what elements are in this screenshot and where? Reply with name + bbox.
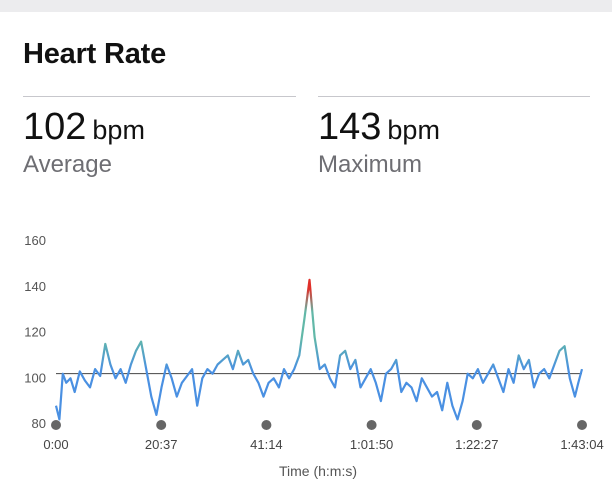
average-divider (23, 96, 296, 97)
x-tick-label: 0:00 (43, 437, 68, 452)
x-tick-marker (366, 420, 377, 430)
x-tick-marker (156, 420, 167, 430)
average-value: 102 bpm (23, 106, 145, 149)
y-tick-label: 80 (32, 416, 46, 431)
card-title: Heart Rate (23, 38, 167, 70)
average-label: Average (23, 151, 112, 178)
maximum-number: 143 (318, 106, 382, 148)
y-tick-label: 140 (24, 279, 46, 294)
x-tick-label: 1:22:27 (455, 437, 498, 452)
maximum-label: Maximum (318, 151, 423, 178)
maximum-unit: bpm (387, 115, 440, 145)
x-tick-marker (51, 420, 61, 430)
average-unit: bpm (92, 115, 145, 145)
heart-rate-series-line (54, 278, 584, 421)
x-tick-marker (471, 420, 482, 430)
x-tick-label: 1:01:50 (350, 437, 393, 452)
y-tick-label: 100 (24, 370, 46, 385)
x-tick-label: 20:37 (145, 437, 178, 452)
average-stat: 102 bpm Average (23, 96, 296, 178)
maximum-value: 143 bpm (318, 106, 440, 149)
maximum-divider (318, 96, 590, 97)
x-axis-ticks: 0:00 20:37 41:14 1:01:50 1:22:27 1:43:04 (43, 420, 604, 452)
heart-rate-card: Heart Rate 102 bpm Average 143 bpm Maximum (0, 12, 612, 500)
x-tick-label: 1:43:04 (560, 437, 603, 452)
y-tick-label: 160 (24, 233, 46, 248)
y-axis-ticks: 80 100 120 140 160 (24, 233, 46, 431)
maximum-stat: 143 bpm Maximum (318, 96, 590, 178)
average-number: 102 (23, 106, 87, 148)
y-tick-label: 120 (24, 325, 46, 340)
x-tick-marker (577, 420, 587, 430)
x-axis-label: Time (h:m:s) (279, 463, 357, 479)
x-tick-label: 41:14 (250, 437, 283, 452)
x-tick-marker (261, 420, 272, 430)
